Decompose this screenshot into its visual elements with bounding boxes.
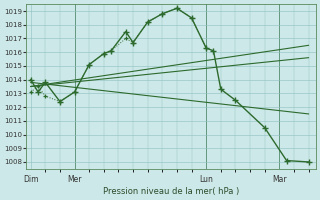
X-axis label: Pression niveau de la mer( hPa ): Pression niveau de la mer( hPa ) xyxy=(103,187,239,196)
